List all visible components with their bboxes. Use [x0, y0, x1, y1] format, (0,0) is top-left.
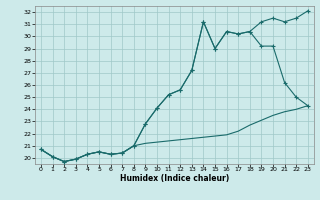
X-axis label: Humidex (Indice chaleur): Humidex (Indice chaleur) — [120, 174, 229, 183]
